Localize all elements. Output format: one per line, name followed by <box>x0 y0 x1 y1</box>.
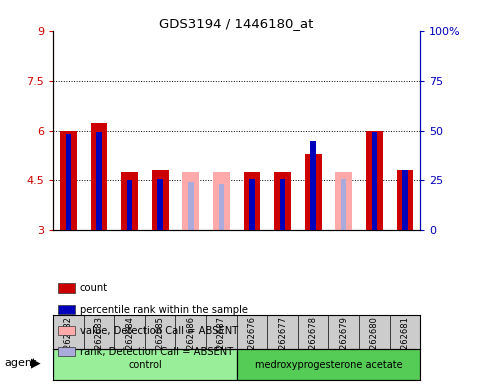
Bar <box>366 131 383 230</box>
Text: GSM262686: GSM262686 <box>186 316 195 367</box>
Bar <box>183 172 199 230</box>
Text: value, Detection Call = ABSENT: value, Detection Call = ABSENT <box>80 326 238 336</box>
Bar <box>96 132 102 230</box>
Bar <box>311 141 316 230</box>
Bar <box>397 170 413 230</box>
Text: GSM262685: GSM262685 <box>156 316 165 367</box>
Text: GSM262682: GSM262682 <box>64 316 73 367</box>
Bar <box>213 172 230 230</box>
Bar <box>188 182 194 230</box>
Bar <box>402 170 408 230</box>
Title: GDS3194 / 1446180_at: GDS3194 / 1446180_at <box>159 17 314 30</box>
Text: GSM262683: GSM262683 <box>95 316 103 367</box>
Bar <box>280 179 285 230</box>
Bar <box>274 172 291 230</box>
Bar <box>121 172 138 230</box>
Bar <box>127 180 132 230</box>
Bar <box>53 349 237 380</box>
Bar <box>157 179 163 230</box>
Bar <box>305 154 322 230</box>
Bar <box>243 172 260 230</box>
Bar <box>237 349 420 380</box>
Text: agent: agent <box>5 358 37 368</box>
Bar <box>335 172 352 230</box>
Text: percentile rank within the sample: percentile rank within the sample <box>80 305 248 314</box>
Text: GSM262687: GSM262687 <box>217 316 226 367</box>
Text: count: count <box>80 283 108 293</box>
Bar <box>91 123 107 230</box>
Text: GSM262680: GSM262680 <box>370 316 379 367</box>
Text: ▶: ▶ <box>31 356 41 369</box>
Text: GSM262684: GSM262684 <box>125 316 134 367</box>
Text: GSM262677: GSM262677 <box>278 316 287 367</box>
Bar <box>152 170 169 230</box>
Text: rank, Detection Call = ABSENT: rank, Detection Call = ABSENT <box>80 347 233 357</box>
Text: control: control <box>128 360 162 370</box>
Bar <box>341 179 346 230</box>
Text: GSM262679: GSM262679 <box>339 316 348 367</box>
Bar <box>219 184 224 230</box>
Text: GSM262678: GSM262678 <box>309 316 318 367</box>
Text: GSM262676: GSM262676 <box>247 316 256 367</box>
Bar <box>249 179 255 230</box>
Text: medroxyprogesterone acetate: medroxyprogesterone acetate <box>255 360 402 370</box>
Bar <box>60 131 77 230</box>
Bar <box>371 132 377 230</box>
Bar <box>66 134 71 230</box>
Text: GSM262681: GSM262681 <box>400 316 410 367</box>
